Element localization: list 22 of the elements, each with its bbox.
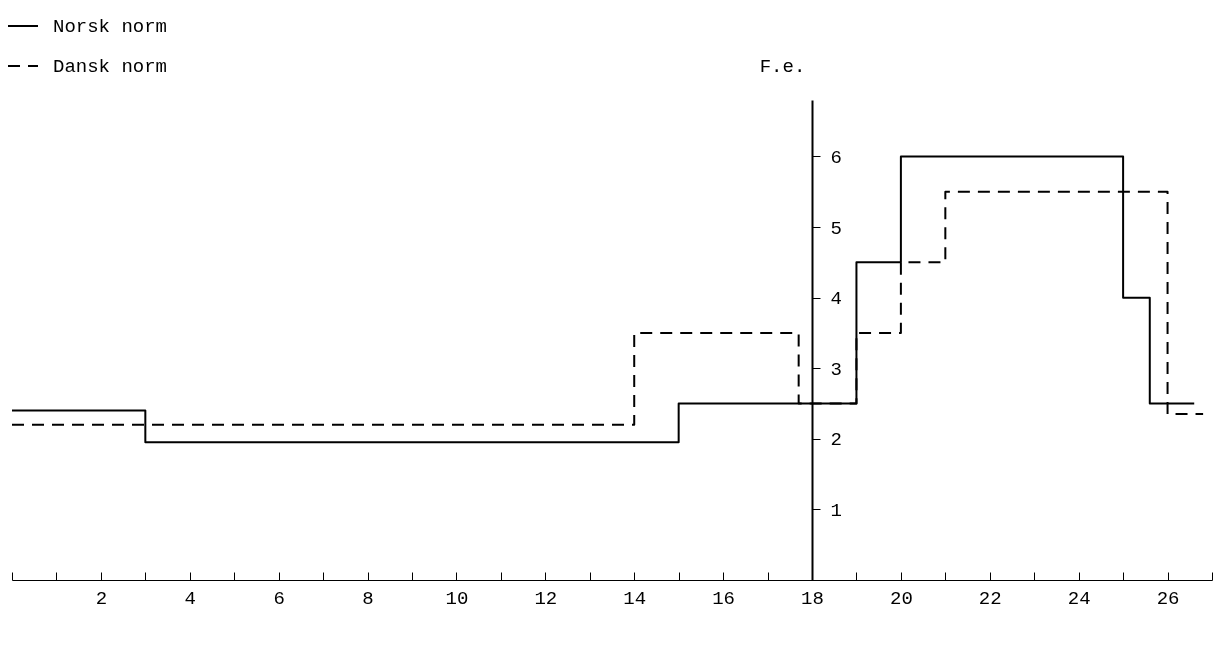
x-tick-label: 24 (1067, 587, 1091, 610)
x-tick-label: 22 (978, 587, 1002, 610)
y-tick-label: 3 (830, 358, 842, 381)
x-tick-label: 12 (534, 587, 558, 610)
legend-label: Dansk norm (53, 56, 168, 78)
y-tick-label: 6 (830, 146, 842, 169)
x-tick-label: 26 (1156, 587, 1180, 610)
x-tick-label: 16 (712, 587, 736, 610)
y-tick-label: 4 (830, 288, 842, 311)
x-tick-label: 8 (362, 587, 374, 610)
x-tick-label: 10 (445, 587, 469, 610)
y-tick-label: 1 (830, 499, 842, 522)
x-tick-label: 6 (273, 587, 285, 610)
x-tick-label: 18 (801, 587, 824, 610)
y-axis-title: F.e. (759, 55, 806, 78)
legend-label: Norsk norm (53, 16, 168, 38)
x-tick-label: 20 (889, 587, 913, 610)
x-tick-label: 2 (95, 587, 108, 610)
y-tick-label: 5 (830, 217, 842, 240)
x-tick-label: 4 (184, 587, 196, 610)
x-tick-label: 14 (623, 587, 647, 610)
y-tick-label: 2 (830, 429, 842, 452)
